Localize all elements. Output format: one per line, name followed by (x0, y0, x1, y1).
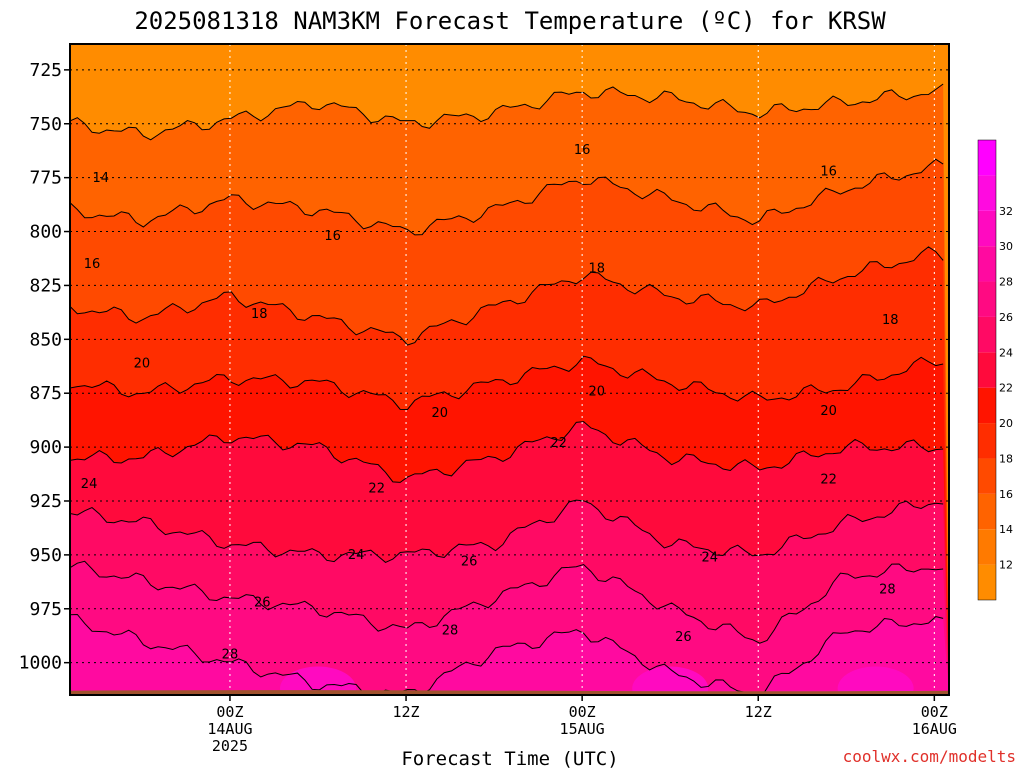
ground-surface (70, 690, 949, 695)
plot-area: 14 16 18 20 24 26 28 16 22 24 20 26 28 16 18 20 22 24 26 16… (70, 44, 949, 695)
isotherm-label-20: 20 (432, 406, 449, 421)
isotherm-26 (70, 560, 944, 644)
colorbar-segment-32 (978, 175, 996, 211)
y-tick-label-900: 900 (29, 437, 62, 458)
x-tick-label-18-0: 12Z (392, 703, 419, 721)
isotherm-label-22: 22 (368, 481, 385, 496)
isotherm-label-16: 16 (820, 164, 837, 179)
colorbar-segment-12 (978, 529, 996, 565)
y-tick-label-975: 975 (29, 599, 62, 620)
colorbar-segment-10 (978, 564, 996, 600)
y-tick-label-800: 800 (29, 222, 62, 243)
isotherm-label-16: 16 (574, 143, 591, 158)
warm-core-0 (280, 666, 356, 695)
x-tick-label-54-0: 00Z (921, 703, 948, 721)
gridlines (70, 44, 949, 695)
x-tick-label-54-1: 16AUG (912, 720, 957, 738)
y-tick-label-950: 950 (29, 545, 62, 566)
temperature-band-26 (70, 561, 949, 695)
credit-link[interactable]: coolwx.com/modelts (843, 747, 1016, 766)
isotherm-label-26: 26 (675, 630, 692, 645)
isotherm-label-20: 20 (820, 404, 837, 419)
chart-title: 2025081318 NAM3KM Forecast Temperature (… (134, 7, 886, 35)
y-tick-label-750: 750 (29, 114, 62, 135)
y-tick-label-875: 875 (29, 383, 62, 404)
isotherm-16 (70, 158, 944, 236)
colorbar-segment-28 (978, 246, 996, 282)
isotherm-label-16: 16 (84, 257, 101, 272)
isotherm-label-18: 18 (589, 261, 606, 276)
warm-core-2 (837, 666, 914, 695)
isotherm-18 (70, 246, 944, 346)
colorbar-segment-30 (978, 210, 996, 247)
colorbar-tick-20: 20 (999, 417, 1013, 430)
y-tick-label-725: 725 (29, 60, 62, 81)
colorbar-segment-14 (978, 493, 996, 530)
colorbar-tick-24: 24 (999, 346, 1013, 359)
x-tick-label-42-0: 12Z (745, 703, 772, 721)
isotherm-label-26: 26 (461, 555, 478, 570)
colorbar-segment-18 (978, 423, 996, 459)
y-tick-label-775: 775 (29, 168, 62, 189)
isotherm-label-24: 24 (702, 550, 719, 565)
isotherm-label-14: 14 (93, 171, 110, 186)
temperature-bands (70, 84, 949, 695)
isotherm-label-18: 18 (251, 307, 268, 322)
y-tick-label-825: 825 (29, 275, 62, 296)
isotherm-label-22: 22 (820, 473, 837, 488)
isotherm-22 (70, 421, 944, 483)
colorbar-segment-34 (978, 140, 996, 176)
isotherm-labels: 14 16 18 20 24 26 28 16 22 24 20 26 28 16 18 20 22 24 26 16… (81, 143, 899, 662)
colorbar-frame (977, 139, 997, 601)
x-tick-label-6-1: 14AUG (207, 720, 252, 738)
isotherm-label-24: 24 (348, 548, 365, 563)
colorbar-segment-22 (978, 352, 996, 388)
isotherm-20 (70, 355, 944, 410)
colorbar-tick-22: 22 (999, 382, 1013, 395)
isotherm-label-20: 20 (589, 384, 606, 399)
colorbar-tick-12: 12 (999, 559, 1013, 572)
colorbar-segment-24 (978, 316, 996, 353)
x-tick-label-6-2: 2025 (212, 737, 248, 755)
colorbar-tick-14: 14 (999, 523, 1013, 536)
y-tick-label-1000: 1000 (19, 653, 62, 674)
plot-frame (69, 43, 950, 696)
colorbar-tick-32: 32 (999, 205, 1013, 218)
x-axis-label: Forecast Time (UTC) (401, 748, 618, 768)
x-tick-label-30-1: 15AUG (560, 720, 605, 738)
isotherm-label-16: 16 (324, 229, 341, 244)
isotherm-label-24: 24 (81, 477, 98, 492)
x-tick-label-6-0: 00Z (216, 703, 243, 721)
x-tick-label-30-0: 00Z (569, 703, 596, 721)
colorbar: 12 14 16 18 20 22 24 26 28 30 32 (977, 139, 1013, 601)
colorbar-tick-16: 16 (999, 488, 1013, 501)
colorbar-tick-26: 26 (999, 311, 1013, 324)
colorbar-tick-18: 18 (999, 452, 1013, 465)
y-axis: 725 750 775 800 825 850 875 900 925 950 975 1000 (19, 60, 70, 674)
isotherm-24 (70, 499, 944, 564)
isotherm-28 (70, 613, 944, 695)
colorbar-segment-26 (978, 281, 996, 317)
isotherm-label-18: 18 (882, 313, 899, 328)
isotherm-label-28: 28 (879, 583, 896, 598)
colorbar-segment-20 (978, 387, 996, 424)
isotherm-label-26: 26 (254, 596, 271, 611)
colorbar-tick-30: 30 (999, 240, 1013, 253)
y-tick-label-925: 925 (29, 491, 62, 512)
y-tick-label-850: 850 (29, 329, 62, 350)
isotherm-label-22: 22 (550, 436, 567, 451)
warm-core-1 (632, 666, 709, 695)
colorbar-tick-28: 28 (999, 276, 1013, 289)
isotherm-label-28: 28 (222, 647, 239, 662)
isotherm-label-28: 28 (442, 624, 459, 639)
colorbar-segment-16 (978, 458, 996, 494)
isotherm-lines (70, 83, 944, 695)
isotherm-label-20: 20 (134, 356, 151, 371)
